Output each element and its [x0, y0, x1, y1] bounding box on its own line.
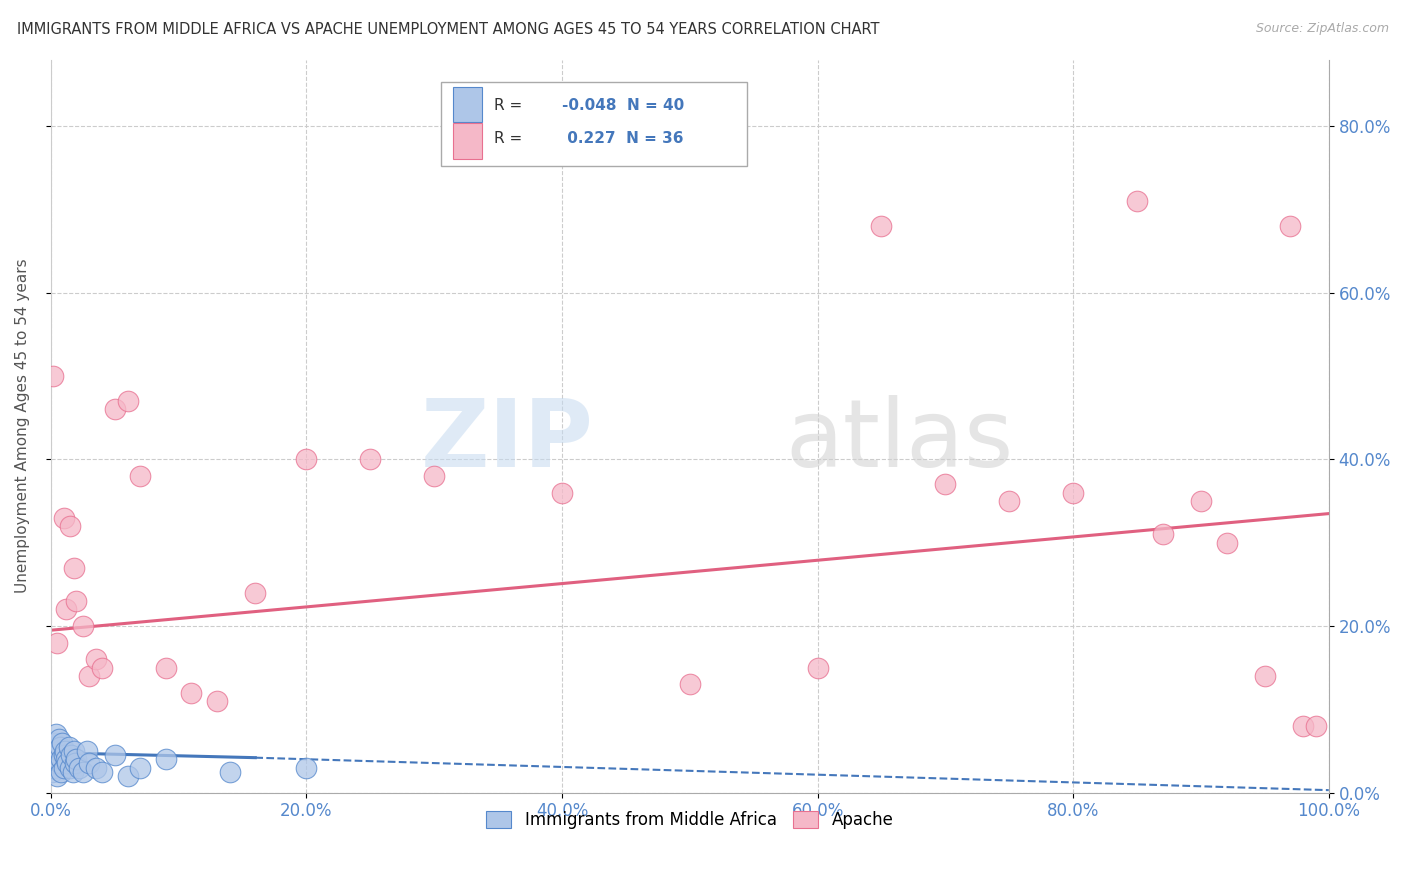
Point [63, 756, 86, 771]
Point [359, 452, 381, 467]
Bar [453, 87, 481, 122]
Text: atlas: atlas [786, 395, 1014, 487]
Point [59, 761, 82, 775]
Point [807, 661, 830, 675]
Point [49, 739, 72, 754]
Point [76, 744, 98, 758]
Point [104, 748, 127, 763]
Point [52, 761, 75, 775]
Point [934, 477, 956, 491]
Point [218, 764, 240, 779]
Point [84, 652, 107, 666]
Point [1152, 527, 1174, 541]
Point [91, 764, 114, 779]
Point [155, 661, 177, 675]
Point [55, 752, 77, 766]
Point [58, 739, 80, 754]
Point [551, 485, 574, 500]
Point [42, 369, 65, 384]
Point [46, 636, 69, 650]
Point [155, 752, 177, 766]
Point [42, 739, 65, 754]
Point [48, 731, 70, 746]
Point [1215, 535, 1237, 549]
Point [180, 686, 202, 700]
Point [104, 402, 127, 417]
Legend: Immigrants from Middle Africa, Apache: Immigrants from Middle Africa, Apache [479, 804, 900, 836]
Text: ZIP: ZIP [420, 395, 593, 487]
Text: Source: ZipAtlas.com: Source: ZipAtlas.com [1256, 22, 1389, 36]
Point [679, 677, 702, 691]
FancyBboxPatch shape [440, 81, 748, 166]
Point [63, 560, 86, 574]
Point [423, 469, 446, 483]
Bar [453, 123, 481, 159]
Point [998, 494, 1021, 508]
Point [60, 748, 83, 763]
Point [63, 744, 86, 758]
Point [46, 748, 69, 763]
Point [1062, 485, 1084, 500]
Point [870, 219, 893, 234]
Text: -0.048  N = 40: -0.048 N = 40 [562, 98, 685, 112]
Point [1189, 494, 1212, 508]
Point [1305, 719, 1327, 733]
Point [77, 756, 100, 771]
Point [44, 752, 66, 766]
Point [65, 752, 87, 766]
Text: R =: R = [495, 98, 527, 112]
Point [67, 761, 90, 775]
Point [91, 661, 114, 675]
Point [41, 764, 63, 779]
Point [1279, 219, 1302, 234]
Point [42, 761, 65, 775]
Point [49, 752, 72, 766]
Point [295, 761, 318, 775]
Y-axis label: Unemployment Among Ages 45 to 54 years: Unemployment Among Ages 45 to 54 years [15, 259, 30, 593]
Point [49, 764, 72, 779]
Point [53, 744, 76, 758]
Point [77, 669, 100, 683]
Point [48, 744, 70, 758]
Point [51, 736, 73, 750]
Point [245, 585, 267, 599]
Point [56, 756, 79, 771]
Point [65, 594, 87, 608]
Point [1126, 194, 1149, 209]
Point [45, 727, 67, 741]
Point [84, 761, 107, 775]
Point [72, 619, 94, 633]
Point [72, 764, 94, 779]
Point [62, 764, 84, 779]
Text: R =: R = [495, 131, 527, 146]
Point [52, 748, 75, 763]
Text: 0.227  N = 36: 0.227 N = 36 [562, 131, 683, 146]
Point [52, 510, 75, 524]
Point [117, 769, 139, 783]
Text: IMMIGRANTS FROM MIDDLE AFRICA VS APACHE UNEMPLOYMENT AMONG AGES 45 TO 54 YEARS C: IMMIGRANTS FROM MIDDLE AFRICA VS APACHE … [17, 22, 879, 37]
Point [45, 756, 67, 771]
Point [1292, 719, 1315, 733]
Point [44, 736, 66, 750]
Point [1254, 669, 1277, 683]
Point [46, 769, 69, 783]
Point [55, 602, 77, 616]
Point [295, 452, 318, 467]
Point [129, 761, 152, 775]
Point [49, 756, 72, 771]
Point [129, 469, 152, 483]
Point [59, 519, 82, 533]
Point [117, 394, 139, 409]
Point [205, 694, 228, 708]
